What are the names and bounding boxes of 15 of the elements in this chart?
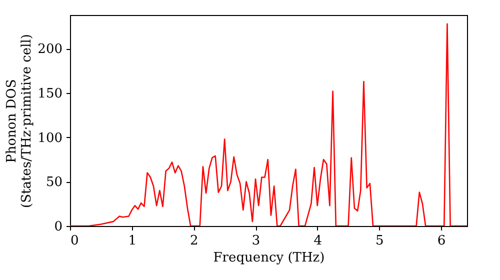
y-tick-label: 150 <box>38 86 62 102</box>
y-tick-label: 100 <box>38 130 62 146</box>
x-tick-label: 4 <box>314 234 322 248</box>
x-tick-label: 1 <box>128 234 136 248</box>
x-tick-label: 5 <box>376 234 384 248</box>
y-tick-label: 50 <box>46 175 62 190</box>
y-tick-label: 200 <box>38 42 62 58</box>
x-tick-label: 6 <box>437 234 446 248</box>
x-tick-label: 3 <box>252 234 260 248</box>
line-series <box>70 23 467 226</box>
x-axis-title: Frequency (THz) <box>213 250 325 266</box>
y-axis-title: Phonon DOS (States/THz·primitive cell) <box>4 34 35 208</box>
y-tick-label: 0 <box>54 220 62 234</box>
x-tick-label: 2 <box>190 234 198 248</box>
x-tick-label: 0 <box>70 234 79 248</box>
